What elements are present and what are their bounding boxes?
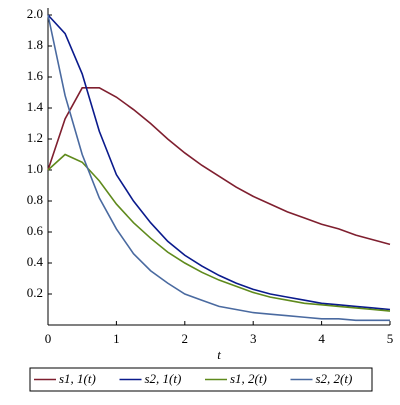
x-tick-label: 0 [45, 331, 52, 346]
series-line [47, 14, 390, 322]
x-tick-label: 1 [113, 331, 120, 346]
series-line [47, 87, 391, 246]
x-tick-label: 2 [182, 331, 189, 346]
y-tick-label: 0.2 [27, 285, 43, 300]
legend-label: s1, 1(t) [59, 371, 96, 386]
y-tick-label: 0.6 [27, 223, 44, 238]
x-tick-label: 3 [250, 331, 257, 346]
y-tick-label: 1.0 [27, 161, 43, 176]
y-tick-label: 0.8 [27, 192, 43, 207]
legend-label: s2, 2(t) [316, 371, 353, 386]
legend-label: s1, 2(t) [230, 371, 267, 386]
y-tick-label: 1.8 [27, 37, 43, 52]
y-tick-label: 1.6 [27, 68, 44, 83]
x-tick-label: 5 [387, 331, 394, 346]
legend-label: s2, 1(t) [145, 371, 182, 386]
y-tick-label: 0.4 [27, 254, 44, 269]
y-tick-label: 1.4 [27, 99, 44, 114]
series-line [47, 153, 391, 312]
x-tick-label: 4 [318, 331, 325, 346]
y-tick-label: 1.2 [27, 130, 43, 145]
y-tick-label: 2.0 [27, 6, 43, 21]
series-line [47, 14, 391, 311]
x-axis-label: t [217, 347, 221, 362]
legend-box [29, 367, 373, 392]
